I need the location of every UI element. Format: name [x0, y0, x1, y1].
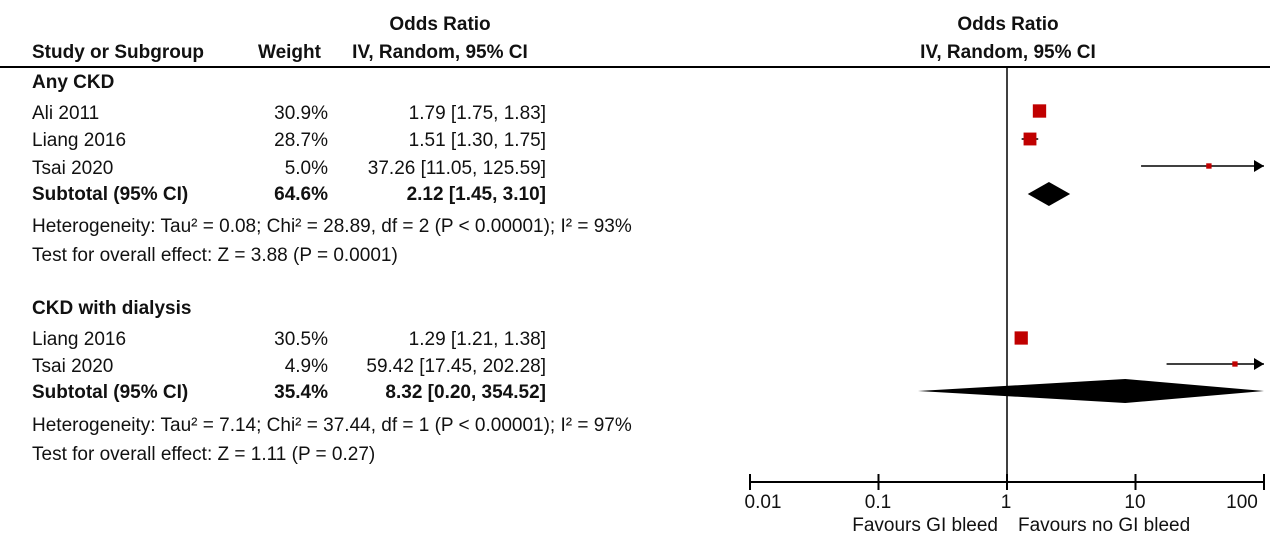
subtotal-diamond: [1027, 182, 1071, 206]
axis-tick-label: 1: [1000, 492, 1012, 513]
study-name: Liang 2016: [32, 130, 127, 151]
subtotal-weight: 64.6%: [274, 184, 328, 205]
study-name: Tsai 2020: [32, 356, 114, 377]
heterogeneity-text: Heterogeneity: Tau² = 0.08; Chi² = 28.89…: [32, 216, 632, 237]
group-heading: Any CKD: [32, 72, 115, 93]
plot-method: IV, Random, 95% CI: [920, 42, 1096, 63]
study-column-header: Study or Subgroup: [32, 42, 205, 63]
study-ci: 37.26 [11.05, 125.59]: [367, 158, 546, 179]
subtotal-weight: 35.4%: [274, 382, 328, 403]
axis-tick-label: 100: [1226, 492, 1258, 513]
subtotal-ci: 8.32 [0.20, 354.52]: [385, 382, 546, 403]
weight-column-header: Weight: [258, 42, 321, 63]
subtotal-ci: 2.12 [1.45, 3.10]: [406, 184, 546, 205]
study-weight: 28.7%: [274, 130, 328, 151]
study-marker: [1023, 132, 1037, 146]
study-ci: 1.79 [1.75, 1.83]: [408, 103, 546, 124]
header-rule: [0, 66, 1270, 68]
heterogeneity-text: Heterogeneity: Tau² = 7.14; Chi² = 37.44…: [32, 415, 632, 436]
study-ci: 59.42 [17.45, 202.28]: [366, 356, 546, 377]
axis-tick-label: 0.1: [864, 492, 892, 513]
axis-tick-label: 0.01: [744, 492, 782, 513]
study-marker: [1014, 331, 1028, 345]
ci-arrow: [1254, 358, 1264, 370]
study-name: Ali 2011: [32, 103, 100, 124]
ci-arrow: [1254, 160, 1264, 172]
study-marker: [1032, 104, 1047, 118]
overall-effect-text: Test for overall effect: Z = 1.11 (P = 0…: [32, 444, 376, 465]
subtotal-label: Subtotal (95% CI): [32, 382, 189, 403]
favours-right-label: Favours no GI bleed: [1018, 515, 1191, 536]
or-column-title: Odds Ratio: [389, 14, 491, 35]
study-ci: 1.29 [1.21, 1.38]: [408, 329, 546, 350]
subtotal-label: Subtotal (95% CI): [32, 184, 189, 205]
study-weight: 30.5%: [274, 329, 328, 350]
study-name: Tsai 2020: [32, 158, 114, 179]
study-marker: [1206, 163, 1212, 169]
study-ci: 1.51 [1.30, 1.75]: [408, 130, 546, 151]
or-column-method: IV, Random, 95% CI: [352, 42, 528, 63]
study-weight: 30.9%: [274, 103, 328, 124]
study-marker: [1232, 361, 1238, 367]
overall-effect-text: Test for overall effect: Z = 3.88 (P = 0…: [32, 245, 398, 266]
study-weight: 4.9%: [284, 356, 328, 377]
study-name: Liang 2016: [32, 329, 127, 350]
subtotal-diamond: [918, 379, 1264, 403]
axis-tick-label: 10: [1124, 492, 1146, 513]
favours-left-label: Favours GI bleed: [852, 515, 998, 536]
group-heading: CKD with dialysis: [32, 298, 192, 319]
plot-title: Odds Ratio: [957, 14, 1059, 35]
study-weight: 5.0%: [284, 158, 328, 179]
